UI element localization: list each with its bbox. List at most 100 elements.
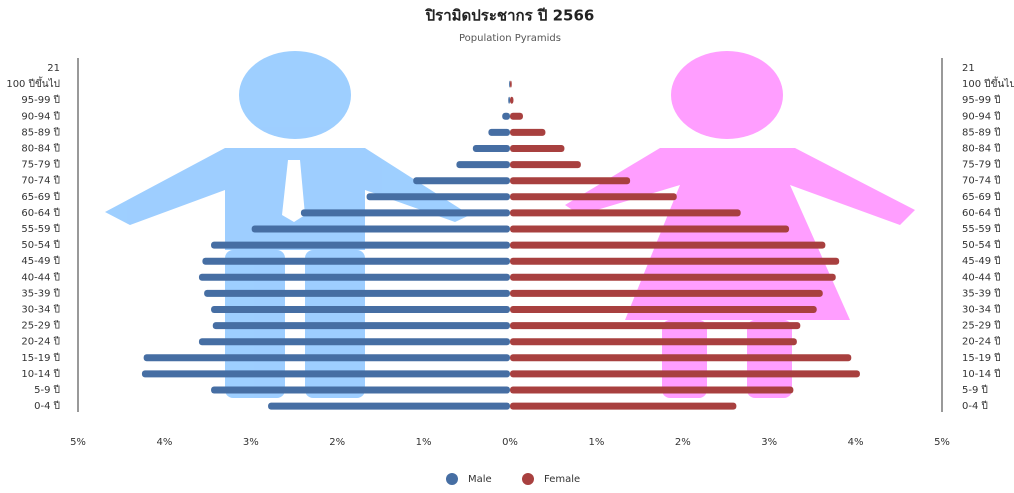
y-tick-label: 60-64 ปี xyxy=(962,207,1001,219)
y-tick-label: 5-9 ปี xyxy=(34,384,60,396)
x-tick-label: 5% xyxy=(70,437,86,448)
bar xyxy=(202,258,510,265)
bar xyxy=(510,322,800,329)
bar xyxy=(473,145,510,152)
y-tick-label: 100 ปีขึ้นไป xyxy=(962,76,1014,90)
y-tick-label: 55-59 ปี xyxy=(21,223,60,235)
y-tick-label: 70-74 ปี xyxy=(962,175,1001,187)
bar xyxy=(510,145,564,152)
background-figures xyxy=(105,51,915,398)
x-tick-label: 2% xyxy=(329,437,345,448)
bar xyxy=(211,306,510,313)
y-tick-label: 90-94 ปี xyxy=(962,110,1001,122)
bar xyxy=(213,322,510,329)
y-tick-label: 10-14 ปี xyxy=(962,368,1001,380)
bar xyxy=(367,193,510,200)
y-tick-label: 65-69 ปี xyxy=(21,191,60,203)
y-tick-label: 75-79 ปี xyxy=(962,159,1001,171)
y-tick-label: 50-54 ปี xyxy=(962,239,1001,251)
bar xyxy=(510,226,789,233)
bar xyxy=(510,370,860,377)
woman-head xyxy=(671,51,783,139)
x-tick-label: 3% xyxy=(243,437,259,448)
y-tick-label: 30-34 ปี xyxy=(21,304,60,316)
y-tick-label: 30-34 ปี xyxy=(962,304,1001,316)
bar xyxy=(144,354,510,361)
y-tick-label: 100 ปีขึ้นไป xyxy=(6,76,60,90)
bar xyxy=(252,226,510,233)
bar xyxy=(510,193,677,200)
y-tick-label: 25-29 ปี xyxy=(962,320,1001,332)
y-tick-label: 25-29 ปี xyxy=(21,320,60,332)
y-tick-label: 75-79 ปี xyxy=(21,159,60,171)
bar xyxy=(510,338,797,345)
bar xyxy=(510,258,839,265)
y-tick-label: 15-19 ปี xyxy=(21,352,60,364)
man-head xyxy=(239,51,351,139)
bar xyxy=(211,242,510,249)
bar xyxy=(211,387,510,394)
bar xyxy=(510,177,630,184)
legend-marker xyxy=(522,473,534,485)
bar xyxy=(510,81,512,88)
y-tick-label: 95-99 ปี xyxy=(21,94,60,106)
x-tick-label: 3% xyxy=(761,437,777,448)
y-tick-label: 35-39 ปี xyxy=(962,287,1001,299)
y-tick-label: 85-89 ปี xyxy=(962,126,1001,138)
y-tick-label: 40-44 ปี xyxy=(21,271,60,283)
chart: ปิรามิดประชากร ปี 2566 Population Pyrami… xyxy=(0,0,1014,489)
x-tick-label: 4% xyxy=(848,437,864,448)
bar xyxy=(510,354,851,361)
y-tick-label: 15-19 ปี xyxy=(962,352,1001,364)
y-tick-label: 65-69 ปี xyxy=(962,191,1001,203)
y-tick-label: 20-24 ปี xyxy=(962,336,1001,348)
y-tick-label: 20-24 ปี xyxy=(21,336,60,348)
y-tick-label: 80-84 ปี xyxy=(21,143,60,155)
bar xyxy=(268,403,510,410)
y-tick-label: 45-49 ปี xyxy=(962,255,1001,267)
bar xyxy=(199,338,510,345)
y-tick-label: 10-14 ปี xyxy=(21,368,60,380)
x-tick-label: 5% xyxy=(934,437,950,448)
y-tick-label: 0-4 ปี xyxy=(962,400,988,412)
y-tick-label: 5-9 ปี xyxy=(962,384,988,396)
bar xyxy=(510,387,793,394)
y-tick-label: 35-39 ปี xyxy=(21,287,60,299)
bar xyxy=(510,97,513,104)
bar xyxy=(456,161,510,168)
bar xyxy=(142,370,510,377)
x-tick-label: 1% xyxy=(588,437,604,448)
bar xyxy=(509,81,510,88)
bar xyxy=(510,242,825,249)
y-tick-label: 50-54 ปี xyxy=(21,239,60,251)
y-tick-label: 85-89 ปี xyxy=(21,126,60,138)
bar xyxy=(510,306,817,313)
y-tick-label: 0-4 ปี xyxy=(34,400,60,412)
y-tick-label: 45-49 ปี xyxy=(21,255,60,267)
x-tick-label: 0% xyxy=(502,437,518,448)
bar xyxy=(508,97,510,104)
bar xyxy=(488,129,510,136)
bar xyxy=(510,403,736,410)
bar xyxy=(510,209,741,216)
bar xyxy=(510,274,836,281)
bar xyxy=(301,209,510,216)
y-tick-label: 40-44 ปี xyxy=(962,271,1001,283)
bar xyxy=(413,177,510,184)
y-tick-label: 95-99 ปี xyxy=(962,94,1001,106)
y-tick-label: 90-94 ปี xyxy=(21,110,60,122)
y-tick-label: 70-74 ปี xyxy=(21,175,60,187)
bar xyxy=(510,129,545,136)
y-tick-label: 80-84 ปี xyxy=(962,143,1001,155)
bar xyxy=(510,161,581,168)
chart-subtitle: Population Pyramids xyxy=(459,33,561,44)
bar xyxy=(510,113,523,120)
bar xyxy=(510,290,823,297)
y-tick-label: 21 xyxy=(962,63,975,74)
bar xyxy=(199,274,510,281)
legend-label: Male xyxy=(468,474,492,485)
chart-title: ปิรามิดประชากร ปี 2566 xyxy=(425,7,595,25)
legend-label: Female xyxy=(544,474,580,485)
bar xyxy=(502,113,510,120)
bar xyxy=(204,290,510,297)
